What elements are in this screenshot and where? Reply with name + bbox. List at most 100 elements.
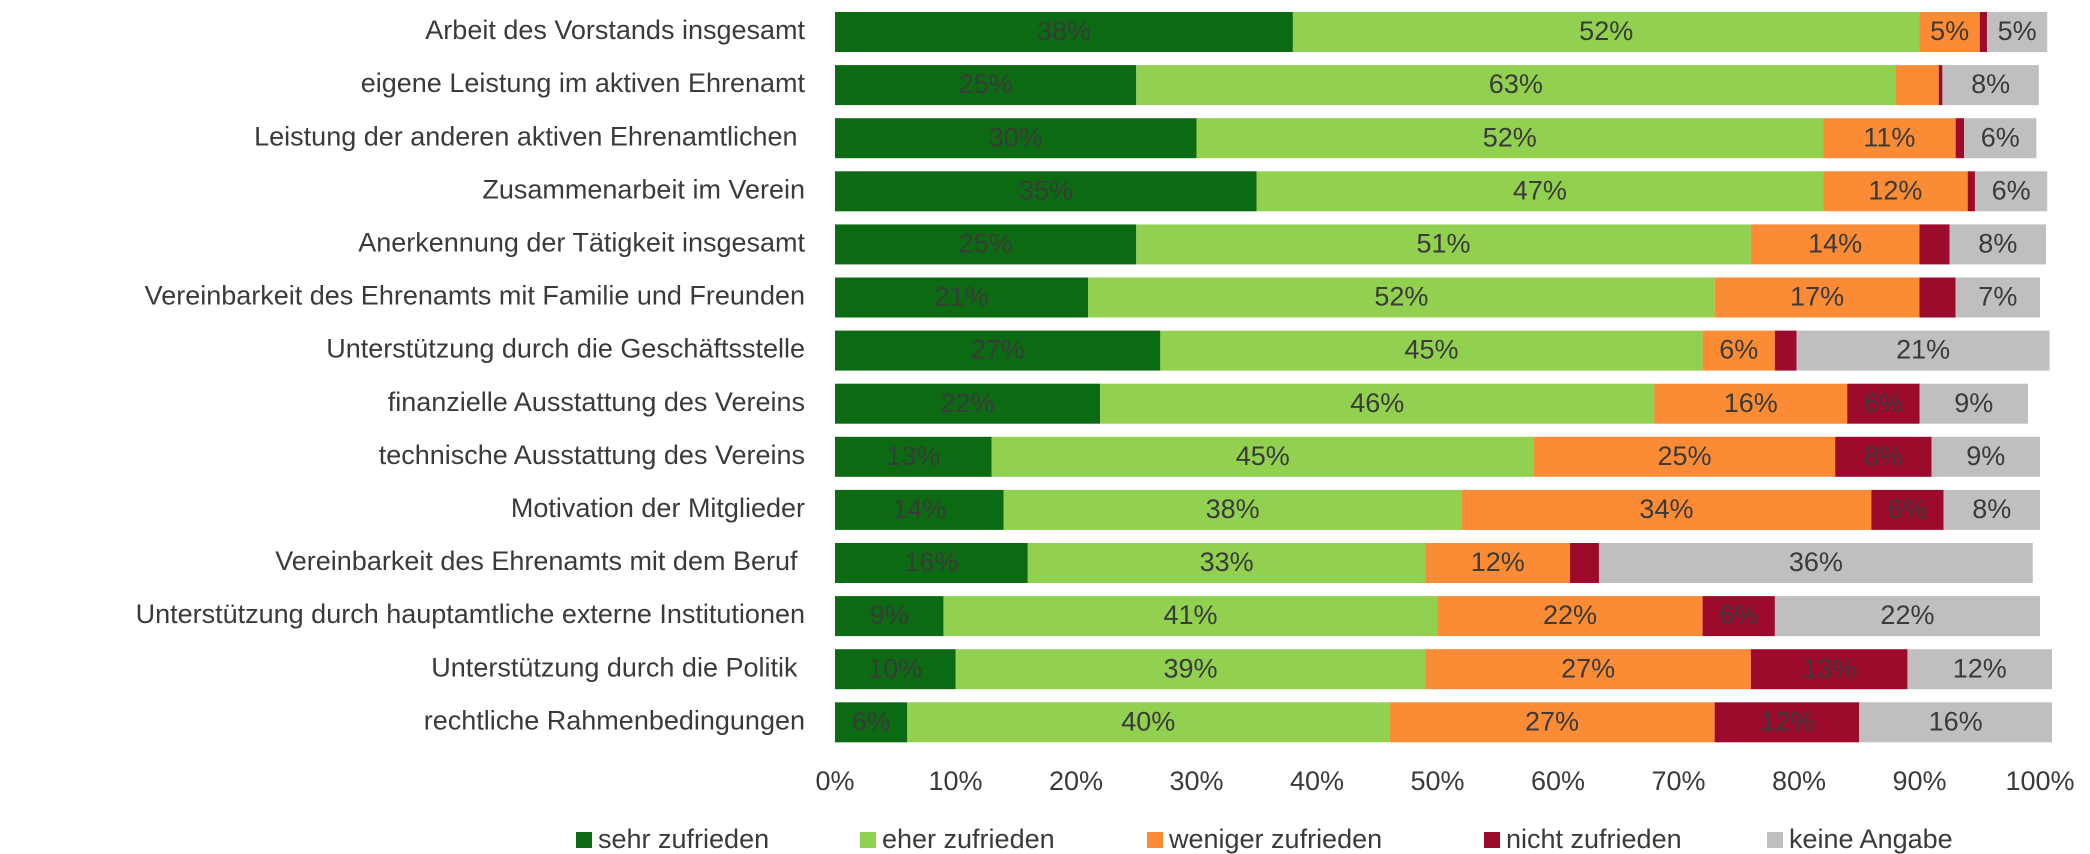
- bar-segment: [835, 436, 992, 477]
- category-label: finanzielle Ausstattung des Vereins: [388, 387, 805, 417]
- value-label: 8%: [1864, 441, 1903, 471]
- value-label: 30%: [989, 122, 1043, 152]
- value-label: 14%: [892, 494, 946, 524]
- value-label: 13%: [1802, 653, 1856, 683]
- legend-swatch: [1147, 832, 1163, 848]
- bar-segment: [991, 436, 1534, 477]
- value-label: 22%: [941, 388, 995, 418]
- category-label: Unterstützung durch die Politik: [431, 652, 805, 682]
- value-label: 12%: [1471, 547, 1525, 577]
- value-label: 38%: [1206, 494, 1260, 524]
- category-label: Anerkennung der Tätigkeit insgesamt: [358, 228, 805, 258]
- value-label: 40%: [1121, 706, 1175, 736]
- x-tick-label: 90%: [1892, 766, 1946, 796]
- bar-segment: [1964, 118, 2037, 159]
- bar-segment: [1714, 702, 1860, 743]
- value-label: 6%: [1719, 600, 1758, 630]
- bar-segment: [835, 118, 1197, 159]
- bar-segment: [1654, 383, 1848, 424]
- bar-segment: [1835, 436, 1932, 477]
- value-label: 13%: [886, 441, 940, 471]
- x-tick-label: 80%: [1772, 766, 1826, 796]
- bar-segment: [835, 596, 944, 637]
- value-label: 6%: [1981, 122, 2020, 152]
- category-label: Unterstützung durch hauptamtliche extern…: [136, 599, 805, 629]
- x-tick-label: 100%: [2005, 766, 2074, 796]
- value-label: 16%: [904, 547, 958, 577]
- bar-segment: [835, 65, 1137, 106]
- value-label: 21%: [935, 282, 989, 312]
- value-label: 33%: [1200, 547, 1254, 577]
- bar-segment: [1570, 543, 1599, 583]
- value-label: 6%: [1864, 388, 1903, 418]
- bar-segment: [1533, 436, 1836, 477]
- bar-segment: [1196, 118, 1824, 159]
- value-label: 41%: [1163, 600, 1217, 630]
- value-label: 25%: [959, 69, 1013, 99]
- legend-label: eher zufrieden: [882, 824, 1055, 854]
- category-label: Arbeit des Vorstands insgesamt: [425, 15, 805, 45]
- category-label: eigene Leistung im aktiven Ehrenamt: [361, 68, 806, 98]
- bar-segment: [1714, 277, 1920, 318]
- bar-segment: [1256, 171, 1824, 212]
- value-label: 6%: [1992, 175, 2031, 205]
- bar-segment: [1979, 12, 1987, 52]
- legend-swatch: [860, 832, 876, 848]
- legend-label: weniger zufrieden: [1168, 824, 1382, 854]
- value-label: 11%: [1863, 122, 1915, 152]
- bar-segment: [835, 543, 1028, 583]
- bar-segment: [835, 171, 1257, 212]
- bar-segment: [1796, 330, 2050, 371]
- legend-swatch: [576, 832, 592, 848]
- bar-segment: [1425, 649, 1751, 690]
- value-label: 52%: [1374, 282, 1428, 312]
- category-label: rechtliche Rahmenbedingungen: [424, 705, 805, 735]
- x-tick-label: 40%: [1290, 766, 1344, 796]
- category-label: Zusammenarbeit im Verein: [482, 174, 805, 204]
- value-label: 38%: [1037, 16, 1091, 46]
- value-label: 16%: [1724, 388, 1778, 418]
- value-label: 25%: [1658, 441, 1712, 471]
- bar-segment: [1919, 12, 1980, 52]
- value-label: 35%: [1019, 175, 1073, 205]
- value-label: 16%: [1929, 706, 1983, 736]
- bar-segment: [1847, 383, 1920, 424]
- bar-segment: [1437, 596, 1703, 637]
- value-label: 39%: [1163, 653, 1217, 683]
- bar-segment: [1974, 171, 2048, 212]
- value-label: 52%: [1579, 16, 1633, 46]
- legend-swatch: [1484, 832, 1500, 848]
- bar-segment: [835, 277, 1089, 318]
- bar-segment: [1425, 543, 1571, 583]
- x-tick-label: 50%: [1410, 766, 1464, 796]
- bar-segment: [1919, 383, 2028, 424]
- bar-segment: [1986, 12, 2048, 52]
- value-label: 45%: [1236, 441, 1290, 471]
- category-label: Unterstützung durch die Geschäftsstelle: [326, 334, 805, 364]
- bar-segment: [835, 12, 1293, 52]
- x-tick-label: 20%: [1049, 766, 1103, 796]
- value-label: 22%: [1880, 600, 1934, 630]
- x-tick-label: 70%: [1651, 766, 1705, 796]
- bar-segment: [1823, 171, 1968, 212]
- value-label: 8%: [1971, 69, 2010, 99]
- bar-segment: [1100, 383, 1655, 424]
- value-label: 46%: [1350, 388, 1404, 418]
- value-label: 6%: [852, 706, 891, 736]
- bar-segment: [1919, 277, 1956, 318]
- value-label: 5%: [1998, 16, 2037, 46]
- bar-segment: [835, 383, 1101, 424]
- value-label: 9%: [870, 600, 909, 630]
- value-label: 10%: [868, 653, 922, 683]
- bar-segment: [1949, 224, 2047, 265]
- bar-segment: [835, 702, 908, 743]
- bar-segment: [955, 649, 1426, 690]
- legend-label: nicht zufrieden: [1506, 824, 1682, 854]
- value-label: 12%: [1953, 653, 2007, 683]
- bar-segment: [1919, 224, 1950, 265]
- bar-segment: [1389, 702, 1715, 743]
- value-label: 8%: [1978, 229, 2017, 259]
- bar-segment: [1823, 118, 1956, 159]
- value-label: 17%: [1790, 282, 1844, 312]
